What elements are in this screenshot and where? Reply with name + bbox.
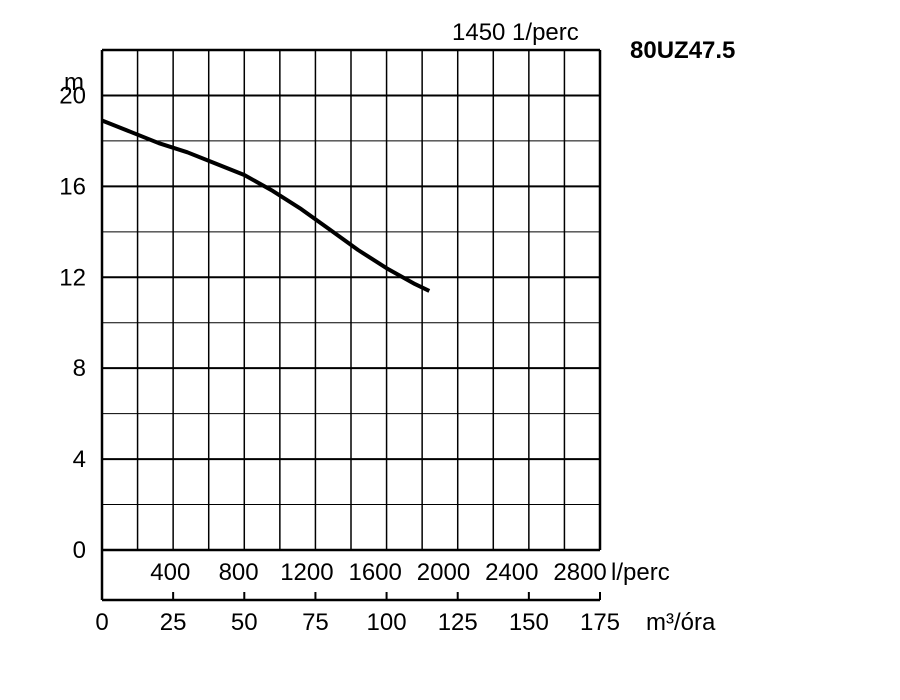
x-tick-label-lpm: 2400	[485, 559, 538, 586]
speed-label: 1450 1/perc	[452, 19, 579, 46]
x-tick-label-m3h: 75	[302, 609, 329, 636]
y-tick-label: 12	[59, 264, 86, 291]
x-tick-labels-m3h: 0 25 50 75 100 125 150 175	[95, 609, 620, 636]
x-tick-label-lpm: 2000	[417, 559, 470, 586]
x-unit-m3h: m³/óra	[646, 609, 716, 636]
x-unit-lpm: l/perc	[611, 559, 670, 586]
plot-frame	[100, 48, 602, 602]
x-tick-label-lpm: 2800	[553, 559, 606, 586]
x-tick-label-lpm: 1200	[280, 559, 333, 586]
series-line	[101, 118, 431, 293]
y-tick-label: 16	[59, 173, 86, 200]
x-tick-label-m3h: 25	[160, 609, 187, 636]
x-tick-label-m3h: 0	[95, 609, 108, 636]
y-tick-label: 8	[73, 355, 86, 382]
series-group	[101, 118, 431, 293]
x-tick-label-m3h: 50	[231, 609, 258, 636]
x-tick-label-m3h: 100	[367, 609, 407, 636]
x-tick-label-lpm: 1600	[348, 559, 401, 586]
x-tick-label-m3h: 175	[580, 609, 620, 636]
x-tick-label-m3h: 125	[438, 609, 478, 636]
model-name: 80UZ47.5	[630, 37, 735, 64]
grid	[102, 50, 600, 550]
y-tick-label: 0	[73, 537, 86, 564]
y-tick-labels: 0 4 8 12 16 20	[59, 82, 86, 564]
x-tick-label-lpm: 800	[219, 559, 259, 586]
y-tick-label: 20	[59, 82, 86, 109]
x-tick-label-m3h: 150	[509, 609, 549, 636]
x-tick-label-lpm: 400	[150, 559, 190, 586]
x-tick-labels-lpm: 400 800 1200 1600 2000 2400 2800	[150, 559, 607, 586]
y-tick-label: 4	[73, 446, 86, 473]
y-axis-label: m	[64, 69, 84, 96]
